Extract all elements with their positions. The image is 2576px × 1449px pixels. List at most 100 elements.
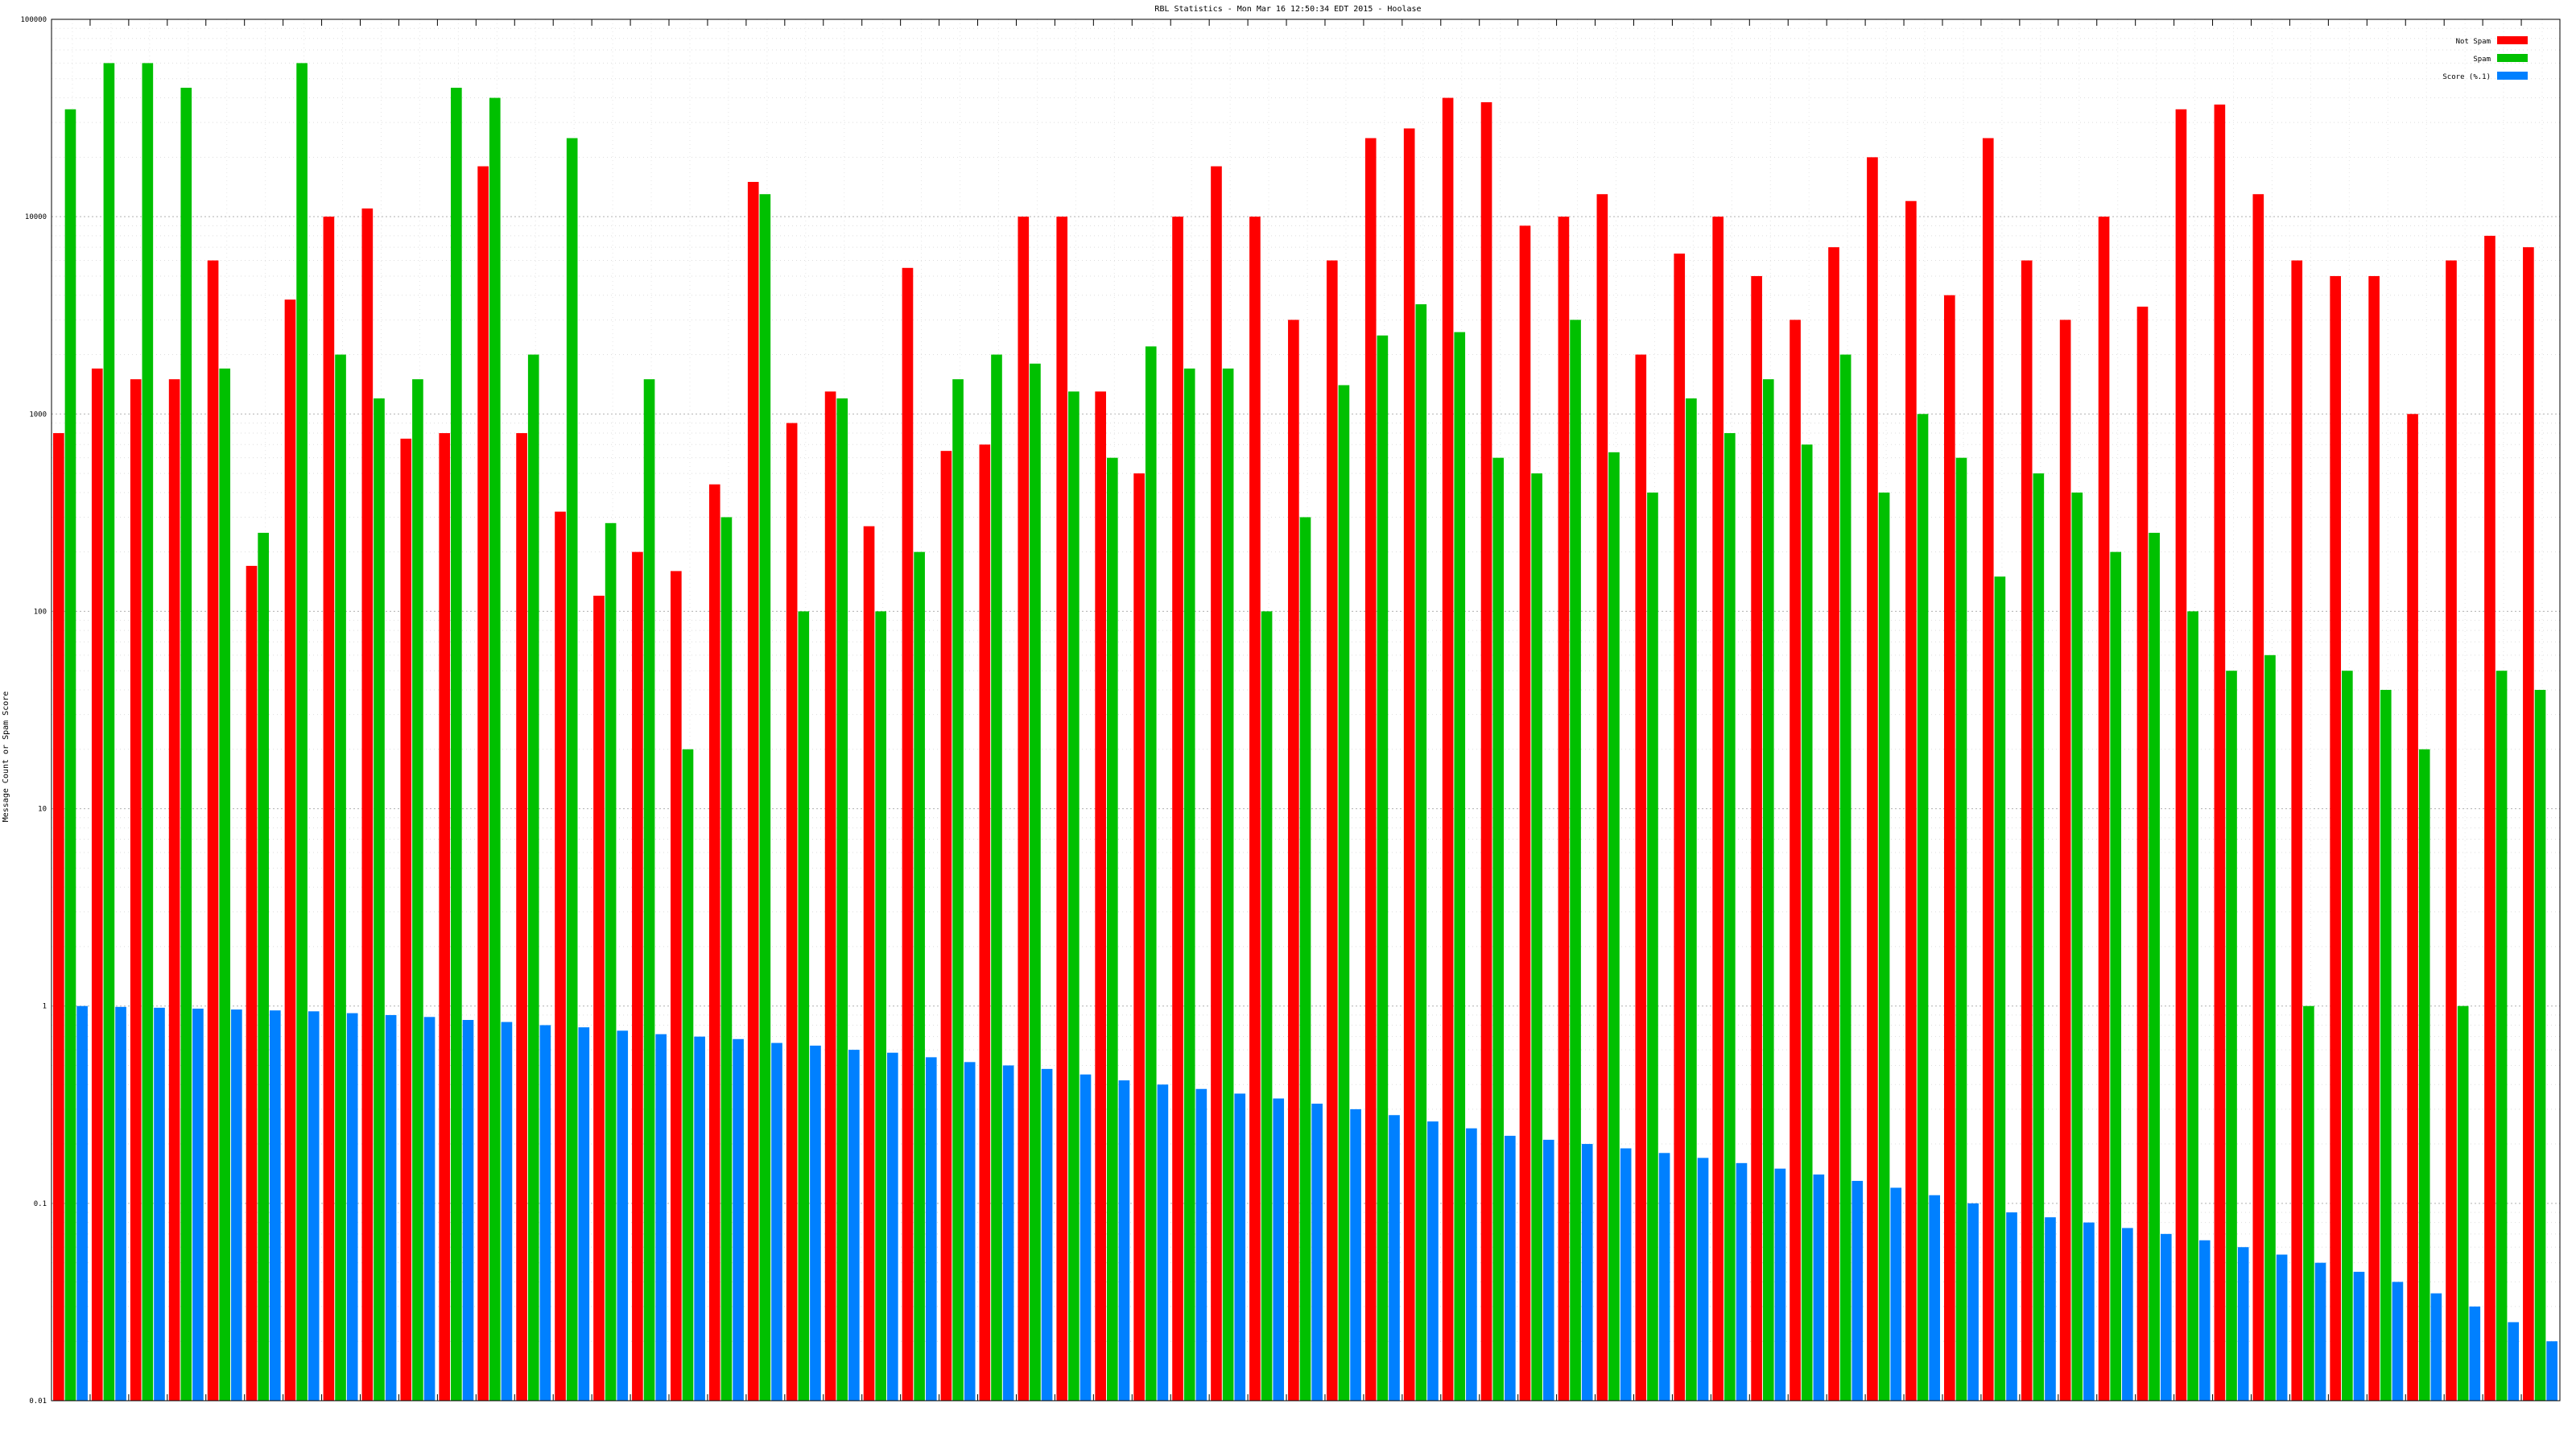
bar-spam [2342,671,2353,1401]
bar-spam [1068,391,1080,1402]
bar-spam [374,398,385,1401]
bar-not-spam [708,484,720,1402]
bar-not-spam [168,379,180,1402]
bar-spam [798,611,810,1401]
bar-spam [451,88,462,1402]
bar-score-1 [423,1017,436,1401]
bar-not-spam [1674,254,1686,1401]
bar-spam [1106,457,1118,1401]
bar-not-spam [1095,391,1106,1402]
bar-spam [2187,611,2198,1401]
bar-spam [1994,576,2006,1401]
bar-spam [1531,473,1542,1401]
bar-not-spam [1519,225,1531,1401]
bar-not-spam [477,166,489,1402]
bar-score-1 [1002,1065,1014,1401]
legend-swatch [2497,36,2528,44]
bar-not-spam [1790,320,1801,1401]
bar-score-1 [925,1057,937,1401]
bar-spam [1686,398,1697,1401]
bar-not-spam [824,391,836,1402]
y-tick-label: 1 [43,1003,47,1011]
bar-not-spam [323,217,335,1402]
bar-score-1 [308,1011,320,1401]
bar-not-spam [1288,320,1299,1401]
bar-score-1 [385,1014,397,1401]
bar-not-spam [1828,247,1839,1401]
bar-spam [1454,332,1466,1401]
bar-score-1 [501,1022,513,1401]
bar-spam [720,517,733,1401]
bar-spam [1415,303,1427,1402]
y-tick-label: 1000 [29,411,47,419]
bar-score-1 [694,1036,705,1401]
bar-spam [1608,452,1620,1401]
bar-not-spam [1211,166,1222,1402]
bar-score-1 [462,1020,474,1401]
bar-score-1 [578,1027,590,1401]
bar-not-spam [1364,138,1377,1402]
y-tick-label: 0.1 [34,1200,47,1208]
bar-not-spam [207,260,219,1402]
bar-spam [2496,671,2508,1401]
bar-not-spam [2175,109,2187,1402]
bar-not-spam [1018,217,1030,1402]
bar-not-spam [863,526,875,1401]
bar-spam [296,63,308,1401]
bar-score-1 [346,1013,358,1401]
bar-score-1 [2508,1322,2520,1401]
y-tick-label: 10000 [25,213,47,221]
bar-spam [1762,379,1774,1402]
bar-not-spam [246,565,258,1401]
bar-spam [1183,368,1195,1401]
bar-not-spam [2252,194,2264,1402]
bar-not-spam [91,368,103,1401]
bar-score-1 [2006,1212,2017,1401]
y-tick-label: 100000 [20,16,47,24]
bar-score-1 [539,1025,551,1401]
bar-score-1 [2430,1293,2442,1401]
bar-not-spam [1326,260,1338,1402]
bar-spam [219,368,231,1401]
bar-score-1 [887,1052,898,1401]
legend: Not Spam Spam Score (%.1) [2442,36,2528,81]
bar-not-spam [2291,260,2303,1402]
bar-spam [335,354,346,1401]
bar-score-1 [964,1062,976,1401]
bar-score-1 [771,1042,782,1401]
bar-score-1 [1774,1168,1786,1401]
bar-spam [952,379,964,1402]
bar-spam [2534,689,2546,1401]
bar-score-1 [2160,1233,2172,1401]
bar-not-spam [1133,473,1145,1401]
bar-spam [1724,433,1736,1402]
bar-spam [759,194,771,1402]
y-axis-label: Message Count or Spam Score [2,691,10,823]
bar-not-spam [979,444,991,1402]
bar-not-spam [2136,306,2149,1401]
bar-score-1 [2469,1307,2481,1401]
bar-score-1 [2314,1262,2326,1401]
bar-not-spam [1751,275,1762,1401]
bar-score-1 [1890,1187,1902,1401]
bar-score-1 [2045,1217,2056,1401]
legend-label: Score (%.1) [2442,73,2491,81]
bar-spam [180,88,192,1402]
bar-spam [1570,320,1581,1401]
bar-not-spam [2523,247,2534,1401]
bar-score-1 [192,1008,204,1401]
bar-spam [2457,1005,2469,1401]
bar-not-spam [1480,102,1492,1401]
bar-spam [1839,354,1852,1401]
bar-not-spam [284,299,296,1402]
bar-score-1 [1813,1174,1825,1401]
bar-spam [2418,749,2430,1401]
bar-not-spam [439,433,451,1402]
bar-not-spam [2098,217,2110,1402]
bar-not-spam [940,451,952,1401]
bar-not-spam [1982,138,1994,1402]
bar-score-1 [1736,1162,1748,1401]
bar-spam [2033,473,2045,1401]
plot-frame [51,19,2561,1402]
